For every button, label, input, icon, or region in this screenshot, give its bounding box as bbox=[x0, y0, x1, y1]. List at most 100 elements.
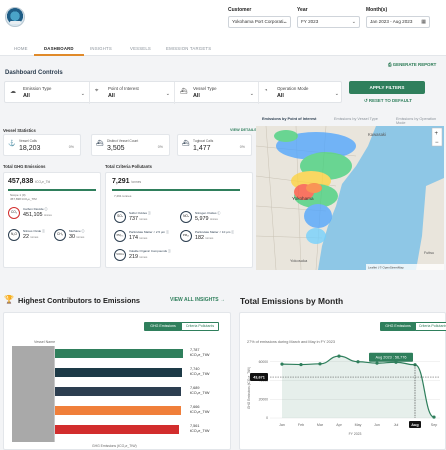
tab-dashboard[interactable]: DASHBOARD bbox=[44, 46, 74, 51]
data-point[interactable] bbox=[413, 363, 417, 367]
city-label: Futtsu bbox=[424, 251, 434, 255]
y-tick-label: 0 bbox=[266, 416, 268, 420]
contributor-bar[interactable] bbox=[55, 349, 183, 358]
emission-type-filter[interactable]: ☁ Emission Type All ⌄ bbox=[5, 82, 90, 104]
metric-label: Nitrogen Oxides ⓘ bbox=[195, 211, 221, 215]
month-select[interactable]: Jan 2023 - Aug 2023 ▦ bbox=[366, 16, 430, 28]
data-point[interactable] bbox=[318, 362, 322, 366]
filter-label: Operation Mode bbox=[277, 86, 309, 91]
data-point[interactable] bbox=[280, 362, 284, 366]
customer-select[interactable]: Yokohama Port Corporati... ⌄ bbox=[228, 16, 291, 28]
n2o-badge: N₂O bbox=[8, 229, 20, 241]
contributor-bar[interactable] bbox=[55, 368, 183, 377]
tugboat-calls-card: ⛴ Tugboat Calls 1,477 0% bbox=[177, 134, 252, 156]
metric-value: 5,979 tonnes bbox=[195, 216, 218, 222]
pm10-badge: PM₁₀ bbox=[180, 230, 192, 242]
zoom-control[interactable] bbox=[431, 127, 443, 147]
vessel-statistics-title: Vessel Statistics bbox=[3, 128, 36, 133]
data-point[interactable] bbox=[299, 362, 303, 367]
ghg-panel: 457,838 tCO₂e_Tbl Scope 1 (0) 457,838 tC… bbox=[3, 172, 101, 268]
port-logo-icon bbox=[5, 7, 25, 27]
contributor-bar[interactable] bbox=[55, 425, 180, 434]
data-point[interactable] bbox=[337, 354, 341, 358]
data-point[interactable] bbox=[356, 360, 360, 364]
chevron-down-icon: ⌄ bbox=[80, 91, 85, 97]
reset-label: RESET TO DEFAULT bbox=[368, 98, 412, 103]
monthly-cap-toggle[interactable]: Criteria Pollutants bbox=[415, 322, 446, 331]
generate-report-label: GENERATE REPORT bbox=[392, 62, 437, 67]
contributor-bar[interactable] bbox=[55, 406, 181, 415]
zoom-in-icon[interactable]: + bbox=[435, 131, 439, 137]
print-icon: ⎙ bbox=[388, 62, 393, 67]
contributor-value: 7,561 tCO₂e_TtW bbox=[190, 424, 209, 433]
metric-unit: tonnes bbox=[76, 236, 85, 239]
view-all-insights-link[interactable]: VIEW ALL INSIGHTS → bbox=[170, 297, 226, 303]
contributor-value: 7,740 tCO₂e_TtW bbox=[190, 367, 209, 376]
chevron-down-icon: ⌄ bbox=[165, 91, 170, 97]
stat-value: 1,477 bbox=[193, 145, 211, 152]
metric-label: Methane ⓘ bbox=[69, 229, 85, 233]
reset-to-default-button[interactable]: ↺ RESET TO DEFAULT bbox=[364, 98, 412, 104]
y-tick-label: 60000 bbox=[259, 360, 269, 364]
operation-mode-filter[interactable]: ◔ Operation Mode All ⌄ bbox=[259, 82, 343, 104]
cap-total-value: 7,291 bbox=[112, 178, 130, 185]
year-label: Year bbox=[297, 7, 308, 13]
contributor-unit: tCO₂e_TtW bbox=[190, 390, 210, 395]
contributor-bar[interactable] bbox=[55, 387, 182, 396]
tab-emissions-by-vessel-type[interactable]: Emissions by Vessel Type bbox=[334, 117, 378, 121]
city-label: Yokosuka bbox=[290, 258, 308, 263]
metric-label: Sulfur Oxides ⓘ bbox=[129, 211, 151, 215]
stat-label: Tugboat Calls bbox=[193, 139, 214, 143]
stat-pct: 0% bbox=[68, 145, 74, 149]
tooltip-box bbox=[369, 352, 413, 362]
tab-emissions-by-poi[interactable]: Emissions by Point of Interest bbox=[262, 117, 317, 121]
cloud-icon: ☁ bbox=[10, 89, 16, 95]
axis-line bbox=[54, 346, 55, 442]
metric-unit: tonnes bbox=[205, 237, 214, 240]
year-select[interactable]: FY 2023 ⌄ bbox=[297, 16, 360, 28]
x-tick-label: Jul bbox=[394, 423, 399, 427]
point-of-interest-filter[interactable]: ⌖ Point of Interest All ⌄ bbox=[90, 82, 175, 104]
tab-home[interactable]: HOME bbox=[14, 46, 28, 51]
ship-icon: ⛴ bbox=[180, 89, 188, 95]
tab-emissions-by-operation-mode[interactable]: Emissions by Operation Mode bbox=[396, 117, 437, 125]
tab-vessels[interactable]: VESSELS bbox=[130, 46, 151, 51]
y-axis-label: GHG Emissions (tCO₂e_TtW) bbox=[247, 367, 251, 409]
metric-unit: tonnes bbox=[139, 256, 148, 259]
tab-insights[interactable]: INSIGHTS bbox=[90, 46, 112, 51]
trophy-icon: 🏆 bbox=[4, 295, 14, 304]
data-point[interactable] bbox=[432, 415, 436, 419]
metric-unit: tonnes bbox=[139, 218, 148, 221]
y-marker-label: 43,671 bbox=[253, 375, 265, 379]
filter-value: All bbox=[23, 93, 30, 99]
year-select-group: Year FY 2023 ⌄ bbox=[297, 7, 360, 28]
ghg-scope: Scope 1 (0) bbox=[10, 193, 26, 197]
zoom-out-icon[interactable]: − bbox=[435, 140, 439, 146]
month-label: Month(s) bbox=[366, 7, 388, 13]
vessel-type-filter[interactable]: ⛴ Vessel Type All ⌄ bbox=[175, 82, 259, 104]
map-attribution: Leaflet | © OpenStreetMap bbox=[368, 266, 404, 270]
emissions-heatmap[interactable]: Kawasaki Yokohama Yokosuka Futtsu + − Le… bbox=[256, 126, 444, 270]
filter-label: Emission Type bbox=[23, 86, 52, 91]
contributor-value: 7,787 tCO₂e_TtW bbox=[190, 348, 209, 357]
ch4-metric: CH₄ Methane ⓘ 30 tonnes bbox=[54, 229, 102, 243]
contributor-value: 7,689 tCO₂e_TtW bbox=[190, 386, 209, 395]
monthly-emissions-panel: GHG Emissions Criteria Pollutants 27% of… bbox=[239, 312, 446, 450]
x-tick-label: Jun bbox=[374, 423, 380, 427]
metric-number: 737 bbox=[129, 216, 138, 222]
contributors-ghg-toggle[interactable]: GHG Emissions bbox=[144, 322, 182, 331]
data-point[interactable] bbox=[375, 361, 379, 365]
apply-filters-button[interactable]: APPLY FILTERS bbox=[349, 81, 425, 94]
tooltip-text: Aug 2023 : 56,776 bbox=[375, 356, 406, 360]
contributors-cap-toggle[interactable]: Criteria Pollutants bbox=[181, 322, 219, 331]
tab-emission-targets[interactable]: EMISSION TARGETS bbox=[166, 46, 212, 51]
contributor-number: 7,787 bbox=[190, 348, 200, 352]
stat-label: Distinct Vessel Count bbox=[107, 139, 139, 143]
metric-value: 219 tonnes bbox=[129, 254, 147, 260]
heatmap-svg: Kawasaki Yokohama Yokosuka Futtsu + − Le… bbox=[256, 126, 444, 270]
y-tick-label: 20000 bbox=[259, 397, 269, 401]
generate-report-button[interactable]: ⎙ GENERATE REPORT bbox=[388, 62, 436, 67]
metric-label: Particulate Matter < 2.5 µm ⓘ bbox=[129, 230, 169, 234]
customer-select-group: Customer Yokohama Port Corporati... ⌄ bbox=[228, 7, 291, 28]
sox-metric: SOₓ Sulfur Oxides ⓘ 737 tonnes bbox=[114, 211, 162, 225]
